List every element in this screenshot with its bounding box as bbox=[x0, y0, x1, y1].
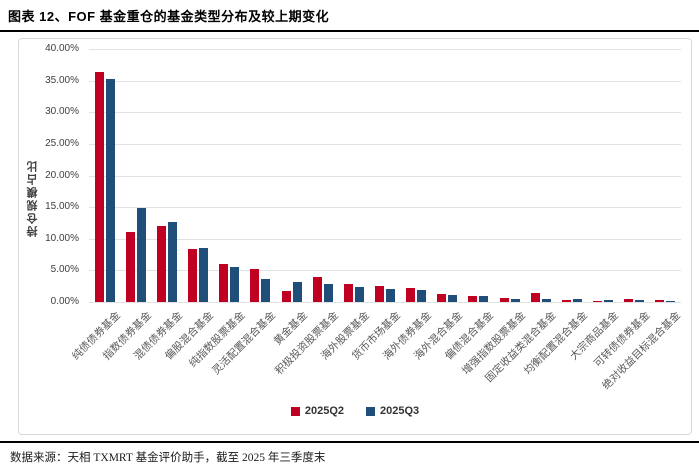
gridline bbox=[89, 143, 681, 145]
legend-marker bbox=[290, 406, 300, 416]
bar-2025Q3-混债债券基金 bbox=[167, 222, 177, 302]
bar-2025Q3-指数债券基金 bbox=[136, 208, 146, 302]
bar-2025Q3-海外混合基金 bbox=[448, 295, 458, 302]
bar-2025Q2-均衡配置混合基金 bbox=[561, 300, 571, 302]
bar-2025Q3-黄金基金 bbox=[292, 281, 302, 302]
chart-container: 持仓规模占比 0.00% 5.00% 10.00% 15.00% 20.00% 25.00… bbox=[18, 38, 692, 435]
y-tick-label: 40.00% bbox=[45, 43, 79, 54]
gridline bbox=[89, 112, 681, 114]
data-source-note: 数据来源：天相 TXMRT 基金评价助手，截至 2025 年三季度末 bbox=[10, 452, 326, 464]
y-tick-label: 15.00% bbox=[45, 201, 79, 213]
bar-2025Q2-大宗商品基金 bbox=[593, 301, 603, 302]
bar-2025Q2-灵活配置混合基金 bbox=[250, 269, 260, 302]
bar-2025Q2-海外债券基金 bbox=[406, 288, 416, 302]
bar-2025Q2-可转债债券基金 bbox=[624, 299, 634, 302]
bar-2025Q3-大宗商品基金 bbox=[604, 299, 614, 302]
gridline bbox=[89, 49, 681, 50]
figure-title: 图表 12、FOF 基金重仓的基金类型分布及较上期变化 bbox=[8, 9, 330, 24]
bar-2025Q2-黄金基金 bbox=[281, 290, 291, 302]
legend-label: 2025Q2 bbox=[304, 405, 344, 417]
gridline bbox=[89, 80, 681, 82]
bar-2025Q3-可转债债券基金 bbox=[635, 300, 645, 302]
bar-2025Q3-均衡配置混合基金 bbox=[572, 299, 582, 302]
bar-2025Q2-指数债券基金 bbox=[125, 232, 135, 302]
bar-2025Q2-海外股票基金 bbox=[343, 284, 353, 302]
chart-legend: 2025Q2 2025Q3 bbox=[19, 405, 691, 417]
legend-label: 2025Q3 bbox=[380, 405, 420, 417]
bar-2025Q2-偏股混合基金 bbox=[188, 248, 198, 302]
y-tick-label: 5.00% bbox=[50, 264, 79, 276]
bar-2025Q3-货币市场基金 bbox=[386, 288, 395, 302]
y-tick-label: 25.00% bbox=[45, 137, 79, 149]
bar-2025Q2-海外混合基金 bbox=[437, 294, 447, 302]
bar-2025Q3-纯指数股票基金 bbox=[230, 267, 240, 302]
bar-2025Q3-纯债债券基金 bbox=[105, 79, 115, 302]
bar-2025Q3-海外股票基金 bbox=[354, 286, 364, 302]
gridline bbox=[89, 175, 681, 177]
bar-2025Q3-固定收益类混合基金 bbox=[541, 299, 551, 302]
bar-2025Q2-积极投资股票基金 bbox=[312, 277, 322, 302]
footer-divider bbox=[0, 441, 699, 443]
gridline bbox=[89, 238, 681, 240]
gridline bbox=[89, 207, 681, 209]
bar-2025Q2-绝对收益目标混合基金 bbox=[655, 300, 665, 302]
title-divider bbox=[0, 30, 699, 32]
bar-2025Q3-积极投资股票基金 bbox=[323, 284, 333, 302]
bar-2025Q3-偏债混合基金 bbox=[479, 295, 489, 302]
gridline bbox=[89, 302, 681, 303]
plot-area bbox=[89, 49, 681, 303]
bar-2025Q2-纯债债券基金 bbox=[94, 71, 104, 302]
bar-2025Q2-混债债券基金 bbox=[156, 226, 166, 302]
bar-2025Q2-偏债混合基金 bbox=[468, 295, 478, 302]
bar-2025Q2-纯指数股票基金 bbox=[219, 264, 229, 302]
y-tick-label: 10.00% bbox=[45, 232, 79, 244]
bar-2025Q2-增强指数股票基金 bbox=[499, 297, 509, 302]
legend-item-2025Q2: 2025Q2 bbox=[290, 405, 344, 417]
gridline bbox=[89, 270, 681, 272]
bar-2025Q3-海外债券基金 bbox=[417, 289, 427, 302]
y-tick-label: 0.00% bbox=[50, 296, 79, 307]
y-tick-label: 20.00% bbox=[45, 169, 79, 181]
bar-2025Q2-固定收益类混合基金 bbox=[530, 292, 540, 302]
bar-2025Q3-绝对收益目标混合基金 bbox=[666, 301, 676, 302]
legend-item-2025Q3: 2025Q3 bbox=[366, 405, 419, 417]
bar-2025Q3-灵活配置混合基金 bbox=[261, 278, 271, 302]
bar-2025Q2-货币市场基金 bbox=[375, 285, 384, 302]
y-tick-label: 30.00% bbox=[45, 106, 79, 118]
legend-marker bbox=[366, 406, 375, 416]
bar-2025Q3-增强指数股票基金 bbox=[510, 298, 520, 302]
bar-2025Q3-偏股混合基金 bbox=[199, 247, 209, 302]
y-tick-label: 35.00% bbox=[45, 74, 79, 86]
